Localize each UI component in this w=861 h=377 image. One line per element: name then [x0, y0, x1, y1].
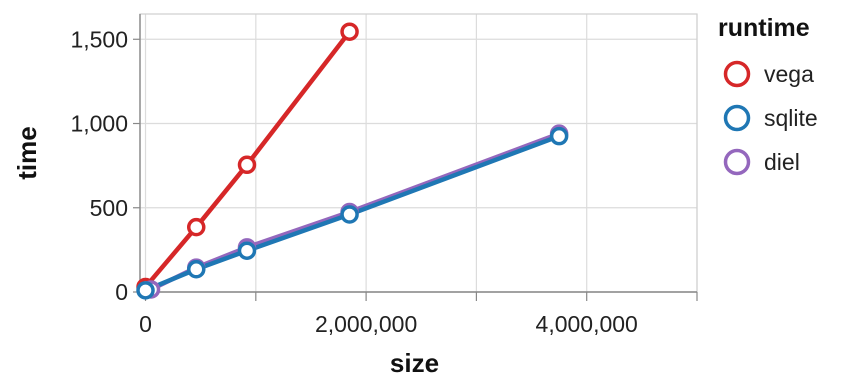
legend-label-vega: vega	[764, 61, 814, 87]
x-tick-label: 4,000,000	[536, 311, 638, 337]
x-tick-label: 2,000,000	[315, 311, 417, 337]
legend-symbol-diel	[723, 148, 751, 176]
data-point-sqlite	[237, 241, 257, 260]
series-points	[136, 22, 569, 300]
y-axis-title: time	[12, 126, 42, 179]
data-point-sqlite	[136, 281, 155, 300]
legend-symbol-vega	[723, 60, 751, 88]
data-point-vega	[340, 22, 359, 41]
x-axis: 0 2,000,000 4,000,000	[139, 291, 698, 337]
y-tick-label: 1,500	[70, 26, 128, 52]
data-point-sqlite	[187, 260, 206, 279]
y-axis: 0 500 1,000 1,500	[70, 14, 141, 305]
data-point-sqlite	[340, 205, 359, 224]
y-tick-label: 1,000	[70, 111, 128, 137]
plot-area	[140, 14, 697, 292]
legend-label-sqlite: sqlite	[764, 105, 818, 131]
x-tick-label: 0	[139, 311, 152, 337]
x-axis-title: size	[390, 348, 439, 377]
legend-symbol-sqlite	[723, 104, 751, 132]
legend-title: runtime	[718, 14, 810, 42]
data-point-vega	[237, 155, 257, 175]
data-point-vega	[187, 217, 206, 237]
legend-label-diel: diel	[764, 149, 800, 175]
legend: runtime vega sqlite diel	[718, 14, 818, 176]
series-line-vega	[143, 29, 352, 290]
y-tick-label: 500	[90, 195, 128, 221]
y-tick-label: 0	[115, 279, 128, 305]
data-point-sqlite	[549, 126, 569, 146]
